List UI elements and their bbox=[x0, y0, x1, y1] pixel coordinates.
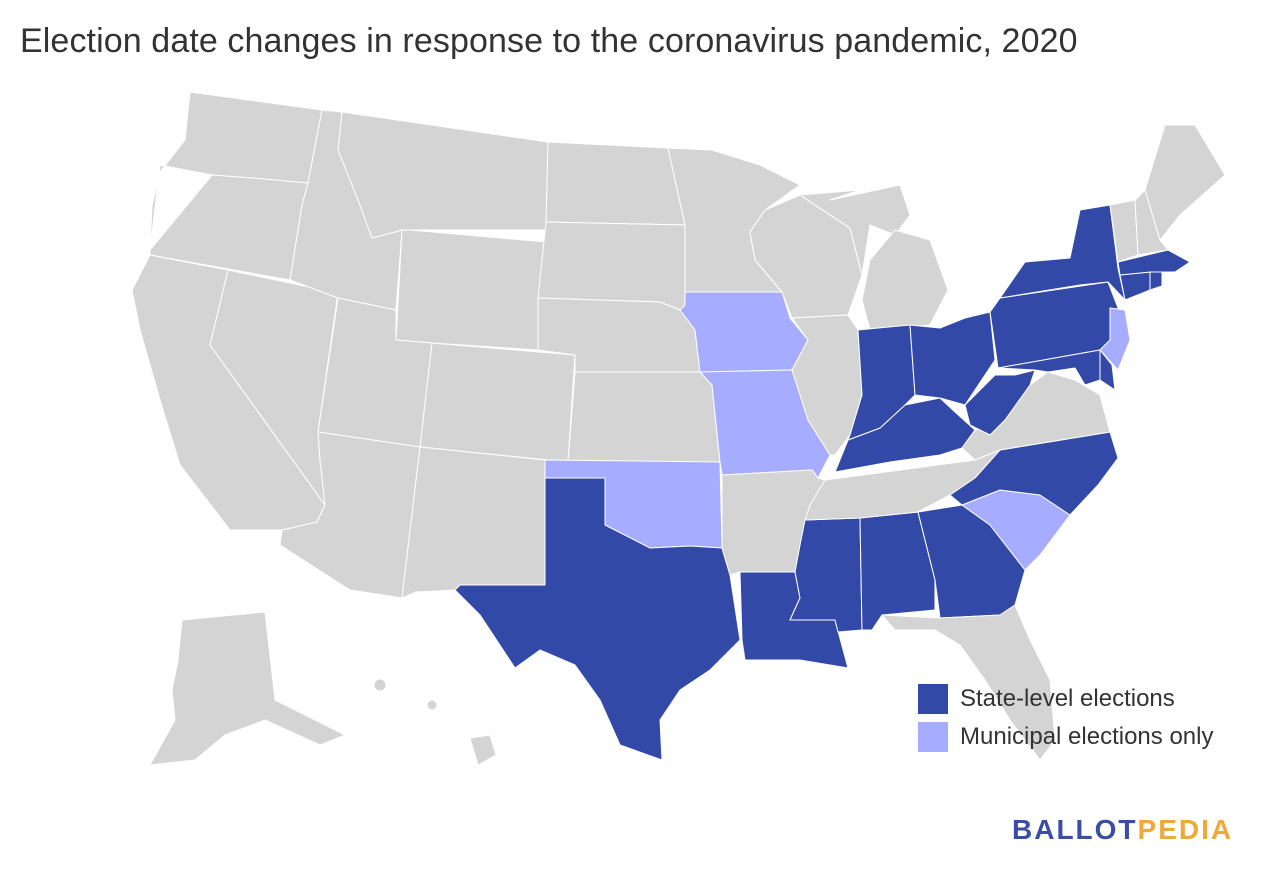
state-CO bbox=[419, 342, 576, 463]
logo-part-pedia: PEDIA bbox=[1137, 814, 1234, 845]
legend-label-state-level: State-level elections bbox=[960, 685, 1175, 712]
state-NJ bbox=[1099, 307, 1131, 371]
state-HI-island2 bbox=[426, 699, 438, 711]
logo-part-ballot: BALLOT bbox=[1012, 814, 1138, 845]
state-RI bbox=[1149, 269, 1163, 291]
state-MD bbox=[997, 349, 1101, 386]
state-KS bbox=[567, 371, 721, 463]
state-OH bbox=[909, 311, 996, 406]
state-AK bbox=[149, 611, 346, 766]
state-NC bbox=[949, 431, 1119, 516]
state-MI bbox=[799, 184, 911, 276]
state-HI bbox=[469, 734, 497, 766]
state-TX bbox=[454, 477, 741, 761]
map-title: Election date changes in response to the… bbox=[20, 22, 1078, 60]
state-NM bbox=[401, 446, 546, 599]
state-MT bbox=[337, 111, 549, 239]
map-legend: State-level elections Municipal election… bbox=[918, 680, 1213, 756]
state-MI2 bbox=[861, 229, 949, 331]
state-ME bbox=[1144, 124, 1226, 241]
state-NH bbox=[1134, 189, 1169, 256]
ballotpedia-logo: BALLOTPEDIA bbox=[1012, 814, 1233, 846]
legend-item-municipal: Municipal elections only bbox=[918, 718, 1213, 756]
legend-item-state-level: State-level elections bbox=[918, 680, 1213, 718]
state-CT bbox=[1119, 271, 1151, 301]
state-SD bbox=[537, 221, 686, 311]
state-ND bbox=[545, 141, 686, 226]
state-HI-island bbox=[373, 678, 387, 692]
state-WV bbox=[964, 369, 1036, 436]
state-FL bbox=[881, 604, 1056, 761]
legend-swatch-municipal bbox=[918, 722, 948, 752]
legend-label-municipal: Municipal elections only bbox=[960, 723, 1214, 750]
state-IL bbox=[791, 314, 863, 456]
state-WY bbox=[395, 229, 547, 351]
legend-swatch-state-level bbox=[918, 684, 948, 714]
